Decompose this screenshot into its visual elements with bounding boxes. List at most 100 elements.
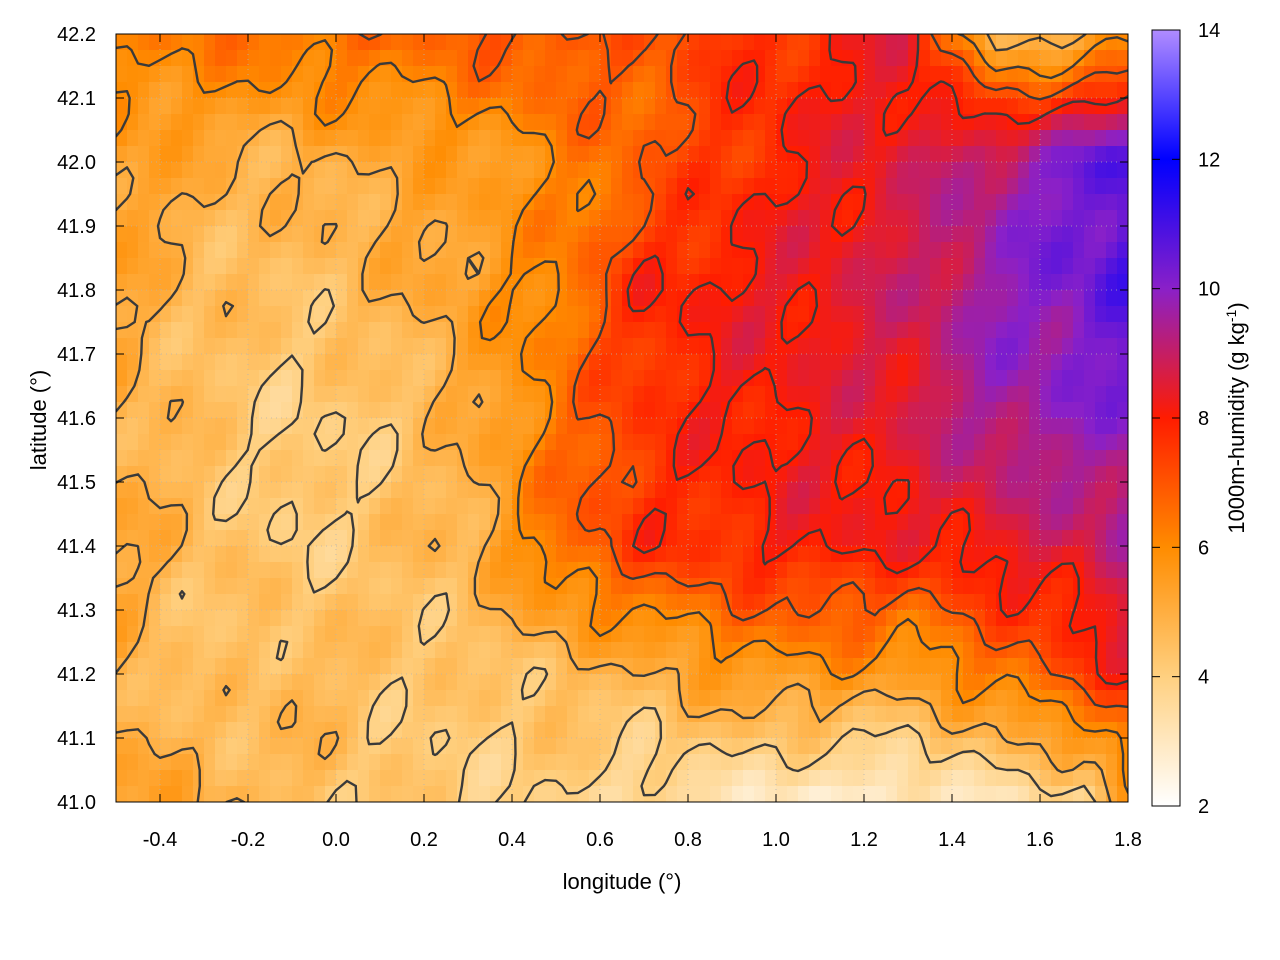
heatmap-cell <box>919 178 931 195</box>
heatmap-cell <box>1073 690 1085 707</box>
heatmap-cell <box>644 194 656 211</box>
heatmap-cell <box>226 786 238 802</box>
heatmap-cell <box>369 498 381 515</box>
heatmap-cell <box>226 274 238 291</box>
heatmap-cell <box>138 530 150 547</box>
heatmap-cell <box>974 354 986 371</box>
heatmap-cell <box>380 626 392 643</box>
heatmap-cell <box>1106 146 1118 163</box>
heatmap-cell <box>1018 642 1030 659</box>
heatmap-cell <box>732 242 744 259</box>
heatmap-cell <box>1018 242 1030 259</box>
heatmap-cell <box>391 610 403 627</box>
heatmap-cell <box>237 242 249 259</box>
heatmap-cell <box>963 306 975 323</box>
heatmap-cell <box>820 226 832 243</box>
heatmap-cell <box>853 418 865 435</box>
heatmap-cell <box>996 178 1008 195</box>
heatmap-cell <box>963 418 975 435</box>
heatmap-cell <box>875 178 887 195</box>
heatmap-cell <box>567 82 579 99</box>
heatmap-cell <box>149 242 161 259</box>
heatmap-cell <box>171 482 183 499</box>
heatmap-cell <box>743 482 755 499</box>
heatmap-cell <box>479 146 491 163</box>
heatmap-cell <box>952 210 964 227</box>
heatmap-cell <box>369 226 381 243</box>
heatmap-cell <box>1095 306 1107 323</box>
heatmap-cell <box>1029 162 1041 179</box>
heatmap-cell <box>666 706 678 723</box>
heatmap-cell <box>1073 258 1085 275</box>
heatmap-cell <box>347 722 359 739</box>
heatmap-cell <box>952 82 964 99</box>
heatmap-cell <box>622 450 634 467</box>
heatmap-cell <box>534 66 546 83</box>
heatmap-cell <box>237 706 249 723</box>
heatmap-cell <box>919 642 931 659</box>
heatmap-cell <box>1084 610 1096 627</box>
colorbar-tick-label: 2 <box>1198 796 1209 818</box>
heatmap-cell <box>358 642 370 659</box>
heatmap-cell <box>138 290 150 307</box>
heatmap-cell <box>908 146 920 163</box>
heatmap-cell <box>820 642 832 659</box>
heatmap-cell <box>721 738 733 755</box>
heatmap-cell <box>1051 114 1063 131</box>
heatmap-cell <box>457 482 469 499</box>
heatmap-cell <box>391 514 403 531</box>
heatmap-cell <box>974 258 986 275</box>
heatmap-cell <box>435 386 447 403</box>
heatmap-cell <box>699 418 711 435</box>
heatmap-cell <box>798 162 810 179</box>
heatmap-cell <box>160 690 172 707</box>
heatmap-cell <box>237 258 249 275</box>
heatmap-cell <box>149 466 161 483</box>
heatmap-cell <box>1062 578 1074 595</box>
heatmap-cell <box>963 498 975 515</box>
heatmap-cell <box>688 514 700 531</box>
heatmap-cell <box>1040 66 1052 83</box>
heatmap-cell <box>226 450 238 467</box>
heatmap-cell <box>314 514 326 531</box>
y-tick-label: 41.2 <box>57 664 96 686</box>
heatmap-cell <box>644 370 656 387</box>
heatmap-cell <box>325 610 337 627</box>
heatmap-cell <box>776 482 788 499</box>
heatmap-cell <box>655 658 667 675</box>
heatmap-cell <box>424 530 436 547</box>
heatmap-cell <box>864 610 876 627</box>
heatmap-cell <box>864 114 876 131</box>
heatmap-cell <box>721 754 733 771</box>
heatmap-cell <box>534 466 546 483</box>
heatmap-cell <box>336 98 348 115</box>
heatmap-cell <box>1095 354 1107 371</box>
heatmap-cell <box>424 82 436 99</box>
heatmap-cell <box>358 402 370 419</box>
heatmap-cell <box>567 578 579 595</box>
heatmap-cell <box>402 722 414 739</box>
heatmap-cell <box>578 690 590 707</box>
heatmap-cell <box>479 258 491 275</box>
heatmap-cell <box>138 434 150 451</box>
heatmap-cell <box>754 322 766 339</box>
heatmap-cell <box>292 690 304 707</box>
heatmap-cell <box>776 226 788 243</box>
heatmap-cell <box>1018 562 1030 579</box>
heatmap-cell <box>1106 258 1118 275</box>
heatmap-cell <box>534 162 546 179</box>
heatmap-cell <box>490 674 502 691</box>
heatmap-cell <box>996 530 1008 547</box>
heatmap-cell <box>996 354 1008 371</box>
heatmap-cell <box>237 290 249 307</box>
heatmap-cell <box>490 706 502 723</box>
heatmap-cell <box>501 114 513 131</box>
heatmap-cell <box>149 450 161 467</box>
heatmap-cell <box>666 354 678 371</box>
heatmap-cell <box>853 82 865 99</box>
heatmap-cell <box>226 434 238 451</box>
heatmap-cell <box>270 738 282 755</box>
heatmap-cell <box>523 258 535 275</box>
heatmap-cell <box>160 482 172 499</box>
heatmap-cell <box>622 658 634 675</box>
